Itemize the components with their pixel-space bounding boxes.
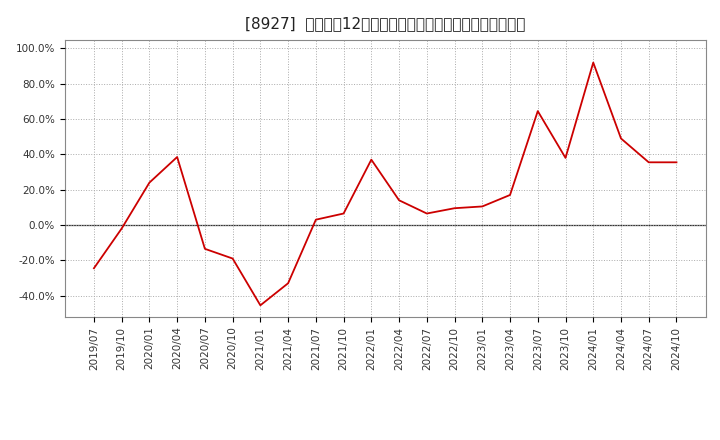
Title: [8927]  売上高の12か月移動合計の対前年同期増減率の推移: [8927] 売上高の12か月移動合計の対前年同期増減率の推移 [245, 16, 526, 32]
